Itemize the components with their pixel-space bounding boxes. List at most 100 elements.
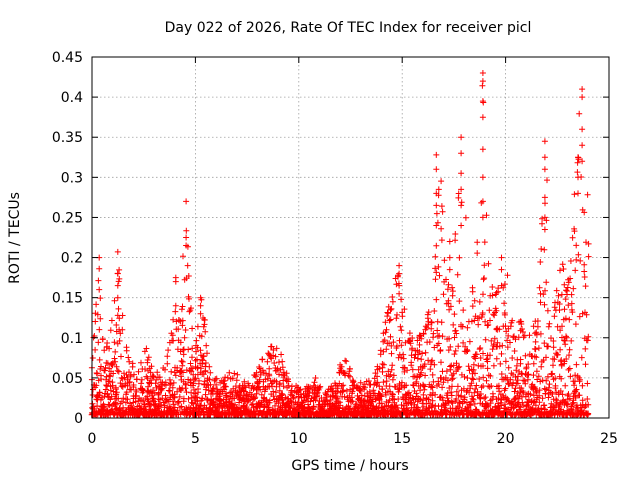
- data-point: [575, 174, 581, 181]
- data-point: [204, 350, 210, 357]
- data-point: [256, 376, 263, 383]
- data-point: [471, 400, 478, 407]
- data-point: [174, 388, 181, 395]
- data-point: [185, 273, 192, 279]
- data-point: [574, 159, 581, 166]
- data-point: [168, 368, 175, 375]
- data-point: [283, 370, 290, 377]
- data-point: [92, 346, 99, 353]
- data-point: [89, 392, 96, 398]
- data-point: [453, 388, 460, 395]
- data-point: [483, 401, 490, 408]
- data-point: [487, 352, 493, 359]
- y-axis: 0 0.05 0.1 0.15 0.2 0.25 0.3 0.35 0.4 0.45: [52, 50, 609, 427]
- data-point: [433, 151, 440, 158]
- data-point: [398, 379, 405, 386]
- data-point: [458, 202, 465, 209]
- data-point: [451, 351, 458, 358]
- data-point: [433, 296, 440, 303]
- data-point: [571, 191, 578, 198]
- data-point: [458, 150, 465, 157]
- data-point: [468, 380, 475, 387]
- data-point: [485, 260, 492, 267]
- data-point: [447, 363, 454, 370]
- data-point: [535, 373, 542, 380]
- data-point: [568, 337, 575, 344]
- data-point: [579, 86, 586, 93]
- data-point: [446, 254, 453, 261]
- data-point: [172, 302, 179, 309]
- data-point: [338, 383, 345, 389]
- data-point: [170, 379, 177, 386]
- data-point: [278, 351, 285, 358]
- data-point: [491, 335, 498, 342]
- data-point: [411, 354, 418, 361]
- data-point: [425, 396, 432, 403]
- data-point: [162, 392, 169, 399]
- data-point: [433, 269, 440, 276]
- data-point: [535, 345, 542, 352]
- data-point: [458, 186, 465, 193]
- data-point: [421, 386, 428, 393]
- data-point: [582, 361, 589, 368]
- data-point: [479, 214, 486, 221]
- data-point: [337, 402, 344, 409]
- data-point: [460, 339, 467, 346]
- data-point: [183, 242, 190, 249]
- y-tick-label: 0.3: [61, 170, 83, 186]
- data-point: [483, 212, 490, 219]
- data-point: [349, 398, 356, 405]
- data-point: [266, 397, 273, 404]
- data-point: [285, 382, 292, 389]
- data-point: [541, 246, 548, 253]
- data-point: [103, 382, 110, 389]
- data-point: [176, 393, 183, 400]
- data-point: [194, 323, 201, 330]
- data-point: [438, 319, 445, 326]
- data-point: [383, 372, 390, 379]
- data-point: [272, 389, 279, 396]
- data-point: [414, 337, 421, 344]
- data-point: [425, 309, 432, 316]
- data-point: [476, 376, 483, 382]
- data-point: [398, 327, 405, 334]
- data-point: [388, 350, 395, 357]
- data-point: [271, 360, 278, 366]
- data-point: [191, 386, 197, 393]
- data-point: [557, 346, 564, 353]
- data-point: [555, 292, 562, 299]
- data-point: [481, 275, 488, 282]
- data-point: [584, 396, 591, 402]
- data-point: [488, 383, 495, 389]
- data-point: [558, 291, 565, 298]
- data-point: [427, 366, 434, 373]
- data-point: [480, 276, 487, 283]
- data-point: [433, 242, 440, 249]
- data-point: [194, 356, 200, 363]
- data-point: [574, 169, 581, 176]
- data-point: [96, 265, 103, 272]
- data-point: [428, 319, 435, 326]
- data-point: [383, 346, 390, 353]
- data-point: [268, 355, 275, 362]
- data-point: [384, 309, 391, 316]
- data-point: [379, 386, 386, 393]
- data-point: [251, 395, 258, 402]
- data-point: [488, 337, 495, 344]
- data-point: [543, 279, 550, 286]
- data-point: [553, 287, 560, 294]
- data-point: [202, 386, 209, 393]
- data-point: [576, 392, 583, 399]
- data-point: [98, 372, 104, 379]
- data-point: [525, 371, 532, 378]
- data-point: [476, 315, 483, 322]
- data-point: [409, 366, 416, 373]
- data-point: [179, 362, 186, 369]
- data-point: [213, 381, 220, 388]
- data-point: [193, 337, 200, 344]
- data-point: [394, 404, 401, 411]
- data-point: [194, 344, 201, 351]
- data-point: [394, 343, 400, 350]
- data-point: [180, 351, 187, 358]
- data-point: [560, 266, 567, 272]
